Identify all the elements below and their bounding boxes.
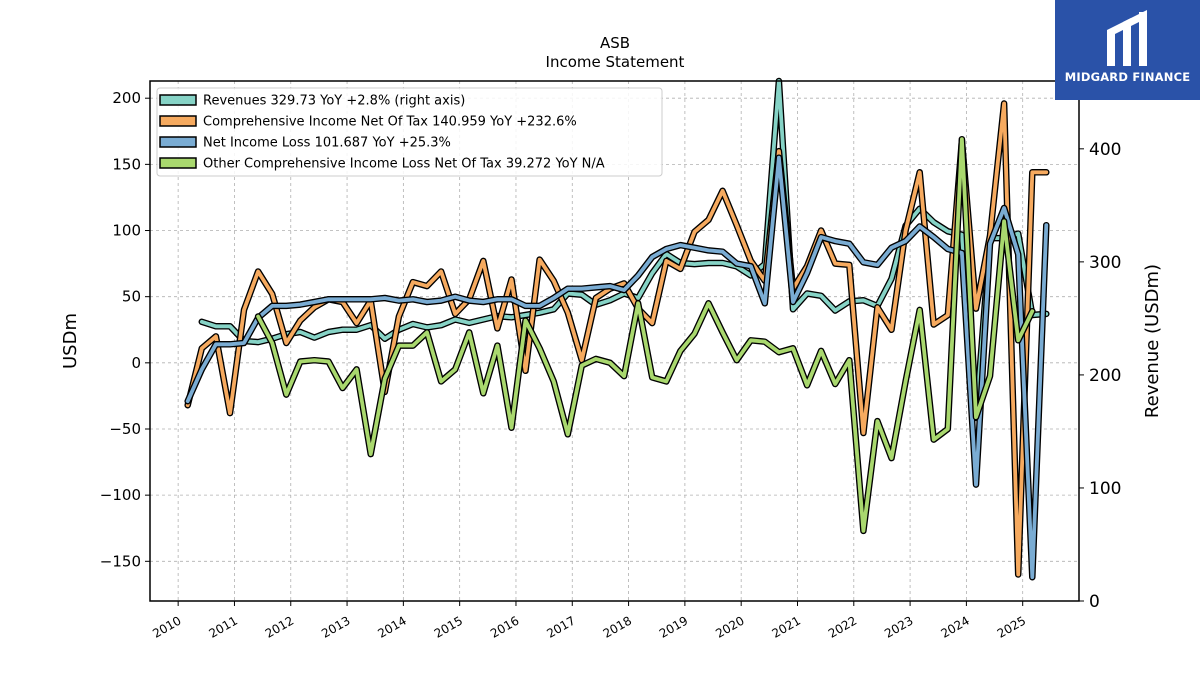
series-2-line bbox=[184, 154, 1050, 581]
x-tick-label: 2012 bbox=[263, 613, 296, 640]
y-axis-label-left: USDm bbox=[60, 313, 81, 369]
x-tick-label: 2017 bbox=[544, 613, 577, 640]
legend: Revenues 329.73 YoY +2.8% (right axis) Co… bbox=[156, 87, 663, 177]
legend-swatch-3 bbox=[159, 157, 197, 169]
x-tick-label: 2014 bbox=[375, 613, 408, 640]
x-tick-label: 2019 bbox=[657, 613, 690, 640]
x-tick-label: 2015 bbox=[432, 613, 465, 640]
legend-entry-2: Net Income Loss 101.687 YoY +25.3% bbox=[203, 136, 451, 151]
legend-entry-0: Revenues 329.73 YoY +2.8% (right axis) bbox=[203, 94, 465, 109]
legend-entry-3: Other Comprehensive Income Loss Net Of T… bbox=[203, 157, 605, 172]
logo: MIDGARD FINANCE bbox=[1055, 0, 1200, 100]
legend-swatch-1 bbox=[159, 115, 197, 127]
x-tick-label: 2024 bbox=[938, 613, 971, 640]
y-tick-label-right: 0 bbox=[1089, 592, 1100, 612]
y-tick-label-left: 200 bbox=[112, 89, 141, 107]
plot-frame bbox=[149, 80, 1080, 602]
y-tick-label-left: 100 bbox=[112, 222, 141, 240]
x-tick-label: 2010 bbox=[150, 613, 183, 640]
logo-text: MIDGARD FINANCE bbox=[1064, 70, 1191, 84]
x-tick-label: 2022 bbox=[826, 613, 859, 640]
x-tick-label: 2018 bbox=[601, 613, 634, 640]
x-tick-label: 2021 bbox=[770, 613, 803, 640]
axis-x: 2010 2011 2012 2013 2014 2015 2016 2017 2018 2019… bbox=[150, 601, 1028, 641]
y-tick-label-left: −50 bbox=[109, 420, 141, 438]
series-3-line bbox=[254, 135, 1036, 535]
legend-swatch-2 bbox=[159, 136, 197, 148]
y-tick-label-left: −100 bbox=[100, 486, 141, 504]
plot-lines bbox=[184, 77, 1050, 581]
chart-subtitle: Income Statement bbox=[546, 53, 685, 71]
y-tick-label-left: 150 bbox=[112, 155, 141, 173]
x-tick-label: 2020 bbox=[713, 613, 746, 640]
legend-swatch-0 bbox=[159, 94, 197, 106]
x-tick-label: 2011 bbox=[207, 613, 240, 640]
x-tick-label: 2013 bbox=[319, 613, 352, 640]
logo-mark-icon bbox=[1107, 10, 1147, 66]
legend-entry-1: Comprehensive Income Net Of Tax 140.959 … bbox=[203, 115, 577, 130]
y-tick-label-right: 200 bbox=[1089, 366, 1121, 386]
y-tick-label-right: 300 bbox=[1089, 253, 1121, 273]
axis-left: −150 −100 −50 0 50 100 150 200 bbox=[100, 89, 150, 570]
series-3-stroke bbox=[256, 137, 1035, 533]
chart-title: ASB bbox=[600, 34, 630, 52]
legend-box bbox=[156, 87, 663, 177]
axis-right: 0 100 200 300 400 bbox=[1079, 140, 1121, 612]
y-tick-label-left: 50 bbox=[122, 288, 141, 306]
x-tick-label: 2016 bbox=[488, 613, 521, 640]
y-tick-label-right: 100 bbox=[1089, 479, 1121, 499]
series-2-stroke bbox=[185, 155, 1049, 580]
x-tick-label: 2025 bbox=[995, 613, 1028, 640]
y-tick-label-right: 400 bbox=[1089, 140, 1121, 160]
y-tick-label-left: −150 bbox=[100, 552, 141, 570]
y-tick-label-left: 0 bbox=[131, 354, 141, 372]
x-tick-label: 2023 bbox=[882, 613, 915, 640]
y-axis-label-right: Revenue (USDm) bbox=[1142, 264, 1163, 418]
